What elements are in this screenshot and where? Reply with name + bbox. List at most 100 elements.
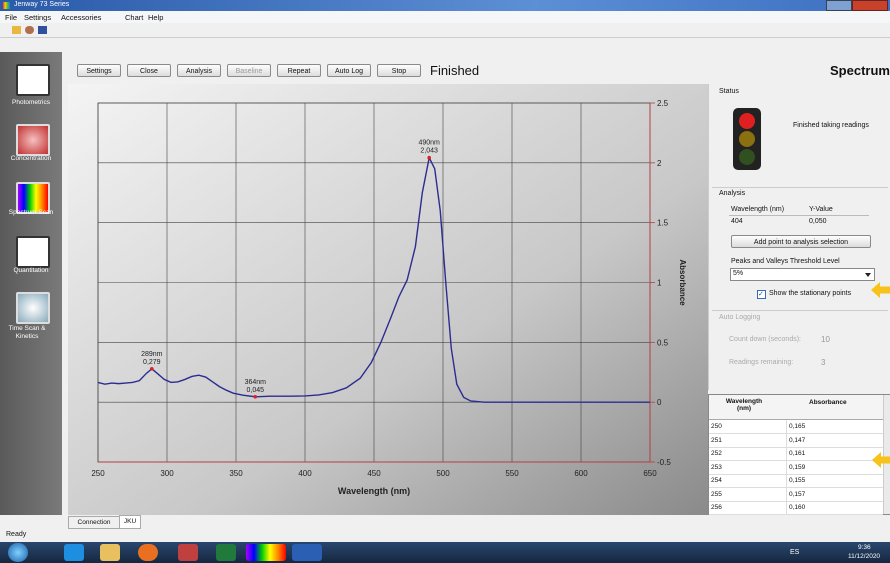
x-axis-label: Wavelength (nm): [338, 486, 410, 496]
button[interactable]: Repeat: [277, 64, 321, 77]
taskbar-app[interactable]: [138, 544, 158, 561]
x-tick-label: 400: [298, 469, 312, 478]
remaining-label: Readings remaining:: [729, 359, 793, 366]
taskbar-app[interactable]: [64, 544, 84, 561]
sidebar-label[interactable]: Concentration: [0, 155, 62, 163]
table-cell: 250: [711, 423, 722, 430]
light-green: [739, 149, 755, 165]
status-bar-text: Ready: [6, 531, 26, 538]
y-tick-label: 0.5: [657, 338, 669, 347]
button[interactable]: Analysis: [177, 64, 221, 77]
separator: [712, 187, 888, 188]
stationary-point: [254, 395, 258, 399]
tab-active[interactable]: JKU: [119, 515, 141, 529]
wavelength-value: 404: [731, 218, 743, 225]
sidebar-label[interactable]: Spectrum Scan: [0, 209, 62, 217]
button[interactable]: Settings: [77, 64, 121, 77]
cell-border: [786, 488, 787, 501]
language: ES: [790, 549, 799, 556]
print-icon[interactable]: [25, 26, 34, 34]
photometrics-icon[interactable]: [16, 64, 50, 96]
button[interactable]: Auto Log: [327, 64, 371, 77]
taskbar: [0, 542, 890, 563]
clock-time: 9:36: [858, 544, 871, 551]
table-cell: 0,157: [789, 491, 805, 498]
y-tick-label: 2: [657, 159, 662, 168]
menu-item[interactable]: Chart: [125, 13, 143, 22]
table-cell: 252: [711, 450, 722, 457]
annotation-value: 0,279: [143, 359, 161, 366]
button[interactable]: Close: [127, 64, 171, 77]
countdown-value: 10: [821, 335, 830, 344]
dropdown-arrow: [865, 273, 871, 277]
table-row: 255 0,157: [709, 488, 883, 502]
sidebar-label[interactable]: Quantitation: [0, 267, 62, 275]
tab[interactable]: Connection: [68, 516, 120, 529]
button-disabled: Baseline: [227, 64, 271, 77]
checkbox[interactable]: ✓: [757, 290, 766, 299]
y-tick-label: 1: [657, 279, 662, 288]
time-scan-icon[interactable]: [16, 292, 50, 324]
table-header: Wavelength (nm) Absorbance: [709, 395, 883, 420]
cell-border: [786, 434, 787, 447]
sidebar-label[interactable]: Time Scan & Kinetics: [2, 325, 52, 341]
add-point-button[interactable]: Add point to analysis selection: [731, 235, 871, 248]
x-tick-label: 600: [574, 469, 588, 478]
open-icon[interactable]: [12, 26, 21, 34]
start-button[interactable]: [8, 543, 28, 562]
menu-item[interactable]: Help: [148, 13, 163, 22]
countdown-label: Count down (seconds):: [729, 336, 801, 343]
x-tick-label: 550: [505, 469, 519, 478]
button[interactable]: Stop: [377, 64, 421, 77]
mode-title: Spectrum: [830, 63, 890, 78]
right-panel: Status Finished taking readings Analysis…: [708, 84, 890, 390]
x-tick-label: 500: [436, 469, 450, 478]
taskbar-app[interactable]: [216, 544, 236, 561]
menu-item[interactable]: File: [5, 13, 17, 22]
menu-bar: File Settings Accessories Chart Help: [0, 11, 890, 23]
checkbox-label[interactable]: Show the stationary points: [769, 290, 851, 297]
x-tick-label: 350: [229, 469, 243, 478]
column-header: Y-Value: [809, 206, 833, 213]
sidebar-label[interactable]: Photometrics: [0, 99, 62, 107]
section-title: Auto Logging: [719, 314, 760, 321]
y-tick-label: 1.5: [657, 219, 669, 228]
column-header: Wavelength (nm): [731, 206, 784, 213]
scrollbar[interactable]: [883, 395, 890, 514]
quantitation-icon[interactable]: [16, 236, 50, 268]
clock-date: 11/12/2020: [848, 553, 880, 560]
taskbar-app[interactable]: [178, 544, 198, 561]
threshold-dropdown[interactable]: 5%: [730, 268, 875, 281]
annotation-value: 0,045: [247, 387, 265, 394]
x-tick-label: 250: [91, 469, 105, 478]
table-cell: 0,155: [789, 477, 805, 484]
table-cell: 256: [711, 504, 722, 511]
table-cell: 255: [711, 491, 722, 498]
sidebar: Photometrics Concentration Spectrum Scan…: [0, 52, 62, 515]
y-tick-label: 0: [657, 398, 662, 407]
threshold-label: Peaks and Valleys Threshold Level: [731, 258, 840, 265]
taskbar-app-active[interactable]: [246, 544, 286, 561]
y-axis-label: Absorbance: [678, 259, 687, 306]
run-state: Finished: [430, 63, 479, 78]
menu-item[interactable]: Accessories: [61, 13, 101, 22]
cell-border: [786, 501, 787, 514]
table-cell: 253: [711, 464, 722, 471]
annotation-label: 289nm: [141, 351, 163, 358]
concentration-icon[interactable]: [16, 124, 50, 156]
app-icon: [3, 2, 10, 9]
minimize-maximize[interactable]: [826, 0, 852, 11]
icon-toolbar: [0, 23, 890, 38]
taskbar-app[interactable]: [100, 544, 120, 561]
menu-item[interactable]: Settings: [24, 13, 51, 22]
window-title: Jenway 73 Series: [14, 1, 69, 8]
close-button[interactable]: [852, 0, 888, 11]
remaining-value: 3: [821, 358, 825, 367]
save-icon[interactable]: [38, 26, 47, 34]
taskbar-app[interactable]: [292, 544, 322, 561]
annotation-label: 364nm: [245, 379, 267, 386]
